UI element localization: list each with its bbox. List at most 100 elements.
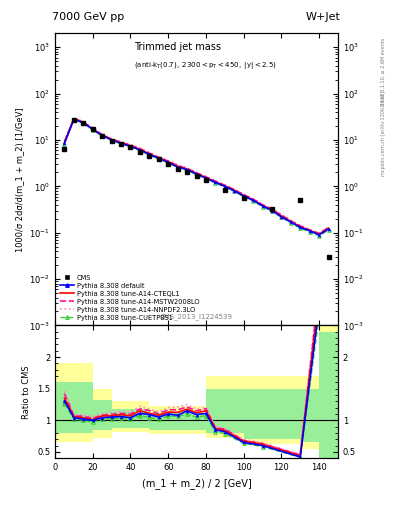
Pythia 8.308 tune-A14-NNPDF2.3LO — [251, 196, 255, 202]
Pythia 8.308 tune-A14-NNPDF2.3LO — [175, 162, 180, 168]
Pythia 8.308 default — [147, 151, 152, 157]
Pythia 8.308 tune-CUETP8S1 — [90, 127, 95, 133]
Y-axis label: 1000/σ 2dσ/d(m_1 + m_2) [1/GeV]: 1000/σ 2dσ/d(m_1 + m_2) [1/GeV] — [15, 107, 24, 252]
Pythia 8.308 tune-CUETP8S1 — [194, 172, 199, 178]
Pythia 8.308 default — [138, 147, 142, 153]
Pythia 8.308 tune-A14-MSTW2008LO — [72, 116, 76, 122]
Pythia 8.308 default — [307, 228, 312, 234]
Pythia 8.308 tune-A14-NNPDF2.3LO — [90, 125, 95, 131]
Pythia 8.308 default — [270, 207, 274, 214]
Pythia 8.308 tune-CUETP8S1 — [128, 144, 133, 150]
Text: CMS_2013_I1224539: CMS_2013_I1224539 — [160, 313, 233, 319]
Pythia 8.308 tune-A14-MSTW2008LO — [213, 178, 218, 184]
CMS — [270, 206, 274, 212]
Pythia 8.308 default — [81, 120, 86, 126]
CMS — [128, 144, 133, 150]
Pythia 8.308 default — [72, 116, 76, 122]
Pythia 8.308 tune-CUETP8S1 — [62, 141, 67, 147]
Pythia 8.308 tune-A14-CTEQL1 — [194, 170, 199, 177]
CMS — [90, 126, 95, 133]
Pythia 8.308 tune-A14-MSTW2008LO — [90, 125, 95, 132]
CMS — [100, 133, 105, 139]
Pythia 8.308 tune-A14-NNPDF2.3LO — [147, 150, 152, 156]
Pythia 8.308 tune-A14-MSTW2008LO — [81, 119, 86, 125]
Pythia 8.308 default — [251, 197, 255, 203]
Pythia 8.308 tune-A14-MSTW2008LO — [317, 230, 321, 237]
Pythia 8.308 tune-A14-MSTW2008LO — [194, 170, 199, 176]
Pythia 8.308 tune-A14-NNPDF2.3LO — [222, 182, 227, 188]
Pythia 8.308 tune-CUETP8S1 — [204, 176, 208, 182]
CMS — [109, 138, 114, 144]
Pythia 8.308 tune-A14-MSTW2008LO — [260, 202, 265, 208]
CMS — [194, 173, 199, 179]
Pythia 8.308 default — [260, 203, 265, 209]
Pythia 8.308 tune-A14-MSTW2008LO — [175, 162, 180, 168]
Pythia 8.308 tune-CUETP8S1 — [260, 204, 265, 210]
Pythia 8.308 tune-A14-CTEQL1 — [175, 163, 180, 169]
CMS — [62, 145, 67, 152]
Pythia 8.308 tune-A14-CTEQL1 — [185, 166, 189, 172]
Pythia 8.308 tune-A14-CTEQL1 — [270, 207, 274, 213]
Pythia 8.308 tune-CUETP8S1 — [166, 160, 171, 166]
Pythia 8.308 tune-A14-NNPDF2.3LO — [298, 222, 303, 228]
Text: W+Jet: W+Jet — [306, 12, 341, 22]
Pythia 8.308 tune-CUETP8S1 — [156, 156, 161, 162]
Pythia 8.308 tune-A14-CTEQL1 — [81, 119, 86, 125]
Text: 7000 GeV pp: 7000 GeV pp — [52, 12, 125, 22]
Pythia 8.308 tune-A14-CTEQL1 — [307, 227, 312, 233]
Pythia 8.308 tune-A14-NNPDF2.3LO — [166, 158, 171, 164]
Pythia 8.308 tune-A14-NNPDF2.3LO — [72, 115, 76, 121]
Pythia 8.308 tune-A14-NNPDF2.3LO — [128, 142, 133, 148]
Pythia 8.308 tune-A14-NNPDF2.3LO — [81, 118, 86, 124]
Pythia 8.308 tune-A14-NNPDF2.3LO — [185, 165, 189, 171]
Pythia 8.308 tune-A14-MSTW2008LO — [62, 139, 67, 145]
Pythia 8.308 default — [241, 193, 246, 199]
Pythia 8.308 tune-CUETP8S1 — [222, 184, 227, 190]
Pythia 8.308 tune-CUETP8S1 — [175, 164, 180, 170]
Pythia 8.308 default — [90, 126, 95, 133]
Pythia 8.308 tune-A14-MSTW2008LO — [326, 224, 331, 230]
Pythia 8.308 tune-A14-MSTW2008LO — [166, 158, 171, 164]
Pythia 8.308 default — [222, 183, 227, 189]
Pythia 8.308 tune-A14-MSTW2008LO — [307, 227, 312, 233]
Line: CMS: CMS — [62, 118, 331, 260]
Pythia 8.308 default — [166, 159, 171, 165]
Pythia 8.308 default — [100, 133, 105, 139]
Pythia 8.308 default — [204, 175, 208, 181]
Pythia 8.308 tune-A14-MSTW2008LO — [147, 150, 152, 156]
Line: Pythia 8.308 tune-A14-CTEQL1: Pythia 8.308 tune-A14-CTEQL1 — [64, 119, 329, 234]
Pythia 8.308 tune-CUETP8S1 — [307, 229, 312, 235]
CMS — [185, 169, 189, 176]
Pythia 8.308 default — [128, 143, 133, 150]
Pythia 8.308 tune-A14-MSTW2008LO — [298, 223, 303, 229]
Pythia 8.308 tune-CUETP8S1 — [270, 208, 274, 215]
Pythia 8.308 tune-A14-MSTW2008LO — [241, 191, 246, 198]
Pythia 8.308 default — [288, 219, 293, 225]
Legend: CMS, Pythia 8.308 default, Pythia 8.308 tune-A14-CTEQL1, Pythia 8.308 tune-A14-M: CMS, Pythia 8.308 default, Pythia 8.308 … — [58, 273, 201, 322]
Pythia 8.308 tune-A14-NNPDF2.3LO — [232, 186, 237, 192]
Pythia 8.308 tune-A14-NNPDF2.3LO — [194, 169, 199, 176]
Pythia 8.308 default — [194, 171, 199, 177]
Pythia 8.308 default — [298, 224, 303, 230]
Pythia 8.308 tune-A14-CTEQL1 — [222, 183, 227, 189]
CMS — [298, 197, 303, 203]
Pythia 8.308 default — [185, 166, 189, 173]
Line: Pythia 8.308 tune-A14-MSTW2008LO: Pythia 8.308 tune-A14-MSTW2008LO — [64, 119, 329, 233]
Pythia 8.308 tune-A14-CTEQL1 — [119, 140, 123, 146]
Pythia 8.308 tune-A14-NNPDF2.3LO — [241, 191, 246, 197]
Pythia 8.308 tune-CUETP8S1 — [138, 147, 142, 154]
X-axis label: (m_1 + m_2) / 2 [GeV]: (m_1 + m_2) / 2 [GeV] — [141, 478, 252, 488]
Line: Pythia 8.308 tune-CUETP8S1: Pythia 8.308 tune-CUETP8S1 — [64, 120, 329, 236]
Pythia 8.308 tune-A14-MSTW2008LO — [100, 132, 105, 138]
Pythia 8.308 tune-A14-CTEQL1 — [100, 132, 105, 138]
Y-axis label: Ratio to CMS: Ratio to CMS — [22, 365, 31, 419]
Pythia 8.308 tune-A14-CTEQL1 — [109, 137, 114, 143]
Pythia 8.308 tune-A14-NNPDF2.3LO — [270, 206, 274, 212]
Pythia 8.308 tune-A14-MSTW2008LO — [232, 186, 237, 193]
Pythia 8.308 tune-A14-MSTW2008LO — [128, 142, 133, 148]
Pythia 8.308 default — [326, 226, 331, 232]
Pythia 8.308 default — [279, 214, 284, 220]
Pythia 8.308 tune-A14-MSTW2008LO — [204, 174, 208, 180]
CMS — [166, 161, 171, 167]
CMS — [147, 153, 152, 159]
